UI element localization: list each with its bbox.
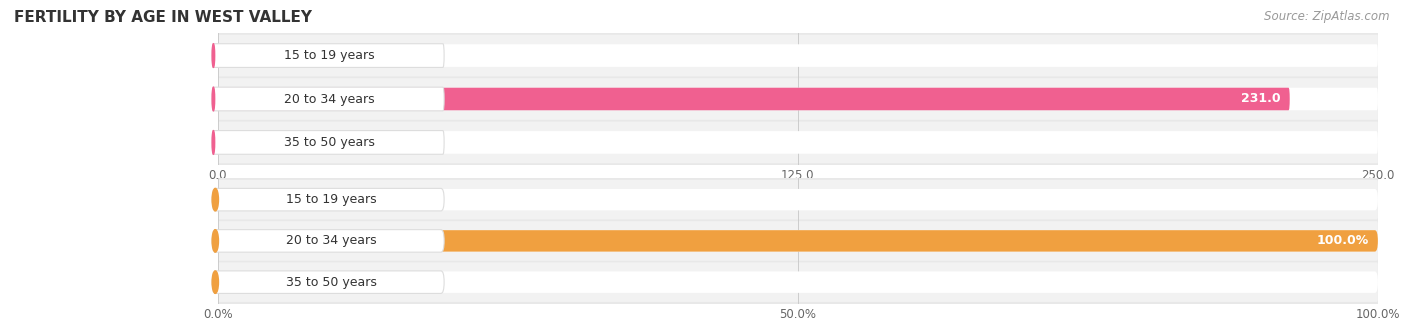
Text: FERTILITY BY AGE IN WEST VALLEY: FERTILITY BY AGE IN WEST VALLEY [14, 10, 312, 25]
FancyBboxPatch shape [218, 180, 1378, 219]
Circle shape [212, 188, 218, 211]
FancyBboxPatch shape [218, 262, 1378, 302]
FancyBboxPatch shape [212, 271, 444, 293]
Circle shape [212, 131, 215, 154]
FancyBboxPatch shape [218, 35, 1378, 77]
FancyBboxPatch shape [218, 271, 276, 293]
Text: 20 to 34 years: 20 to 34 years [285, 234, 377, 248]
Circle shape [212, 271, 218, 293]
FancyBboxPatch shape [218, 271, 1378, 293]
Text: 0.0: 0.0 [290, 49, 309, 62]
Text: 231.0: 231.0 [1241, 92, 1281, 106]
Text: 35 to 50 years: 35 to 50 years [284, 136, 375, 149]
Text: 35 to 50 years: 35 to 50 years [285, 276, 377, 289]
FancyBboxPatch shape [218, 44, 1378, 67]
Text: 20 to 34 years: 20 to 34 years [284, 92, 375, 106]
Circle shape [212, 87, 215, 111]
Text: 100.0%: 100.0% [1316, 234, 1368, 248]
FancyBboxPatch shape [218, 88, 1378, 110]
FancyBboxPatch shape [218, 221, 1378, 261]
FancyBboxPatch shape [218, 189, 276, 211]
Text: 15 to 19 years: 15 to 19 years [285, 193, 377, 206]
FancyBboxPatch shape [218, 44, 276, 67]
FancyBboxPatch shape [212, 188, 444, 211]
Text: Source: ZipAtlas.com: Source: ZipAtlas.com [1264, 10, 1389, 23]
FancyBboxPatch shape [218, 131, 276, 154]
FancyBboxPatch shape [212, 87, 444, 111]
FancyBboxPatch shape [218, 230, 1378, 251]
Text: 0.0%: 0.0% [290, 276, 322, 289]
FancyBboxPatch shape [218, 78, 1378, 120]
Text: 0.0%: 0.0% [290, 193, 322, 206]
Text: 0.0: 0.0 [290, 136, 309, 149]
FancyBboxPatch shape [218, 131, 1378, 154]
FancyBboxPatch shape [212, 230, 444, 252]
FancyBboxPatch shape [218, 88, 1289, 110]
Circle shape [212, 44, 215, 67]
FancyBboxPatch shape [212, 131, 444, 154]
FancyBboxPatch shape [212, 44, 444, 67]
Text: 15 to 19 years: 15 to 19 years [284, 49, 375, 62]
FancyBboxPatch shape [218, 121, 1378, 163]
FancyBboxPatch shape [218, 230, 1378, 251]
Circle shape [212, 230, 218, 252]
FancyBboxPatch shape [218, 189, 1378, 211]
